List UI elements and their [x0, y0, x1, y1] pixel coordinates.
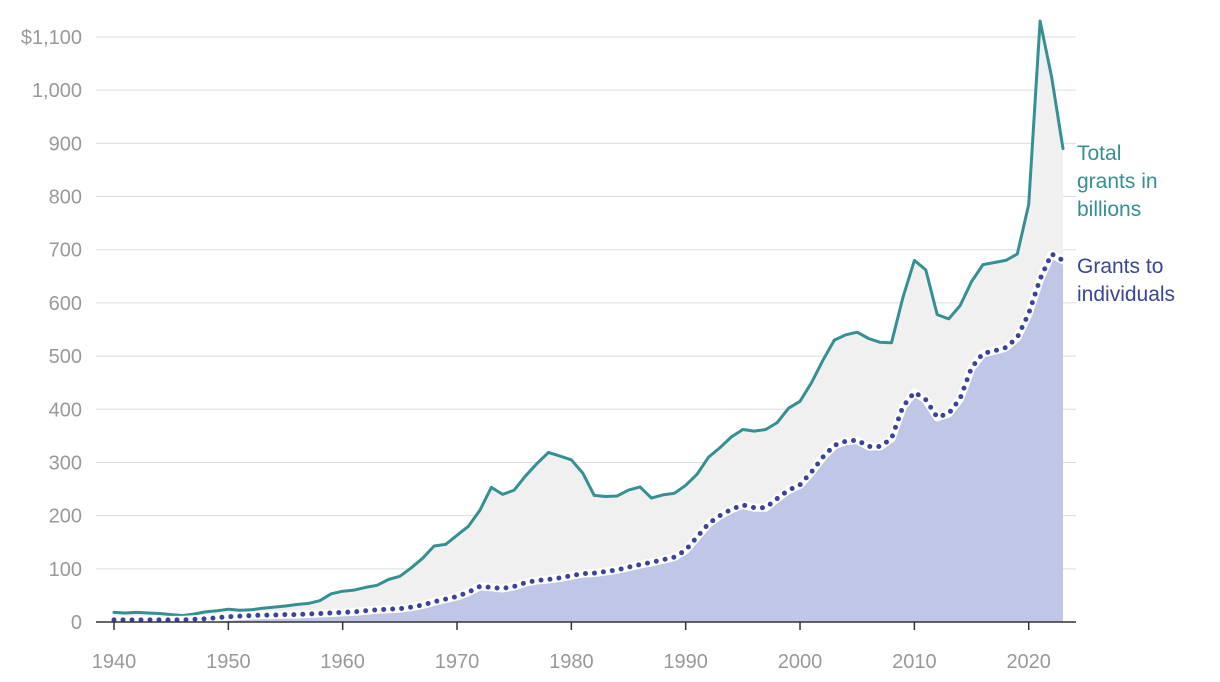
x-tick-label: 1940	[92, 651, 137, 673]
x-tick-label: 1980	[549, 651, 594, 673]
series-label-individuals: Grants to individuals	[1077, 255, 1175, 306]
x-tick-label: 1970	[435, 651, 480, 673]
y-tick-label: 100	[49, 559, 82, 581]
y-tick-label: 1,000	[32, 80, 82, 102]
y-tick-label: 800	[49, 187, 82, 209]
y-tick-label: 0	[71, 612, 82, 634]
y-axis-ticks: 0 100 200 300 400 500 600 700 800 900 1,000 $1,100	[21, 27, 82, 634]
y-tick-label: 600	[49, 293, 82, 315]
y-tick-label: 200	[49, 506, 82, 528]
x-tick-label: 1960	[320, 651, 365, 673]
y-tick-label: 300	[49, 452, 82, 474]
x-tick-label: 1990	[663, 651, 708, 673]
y-tick-label: 500	[49, 346, 82, 368]
gridlines	[96, 36, 1076, 570]
x-tick-label: 2010	[892, 651, 937, 673]
x-tick-label: 2000	[778, 651, 823, 673]
y-tick-label: 700	[49, 240, 82, 262]
series-labels: Total grants in billions Grants to individua…	[1077, 142, 1175, 306]
total-grants-line	[112, 19, 1065, 618]
individuals-grants-area	[114, 254, 1063, 622]
x-tick-label: 2020	[1006, 651, 1051, 673]
y-tick-label: 900	[49, 133, 82, 155]
y-tick-label: $1,100	[21, 27, 82, 49]
y-tick-label: 400	[49, 399, 82, 421]
individuals-grants-line	[111, 250, 1066, 623]
series-label-total: Total grants in billions	[1077, 142, 1158, 221]
x-axis-ticks: 1940 1950 1960 1970 1980 1990 2000 2010 2020	[92, 622, 1051, 673]
x-tick-label: 1950	[206, 651, 251, 673]
